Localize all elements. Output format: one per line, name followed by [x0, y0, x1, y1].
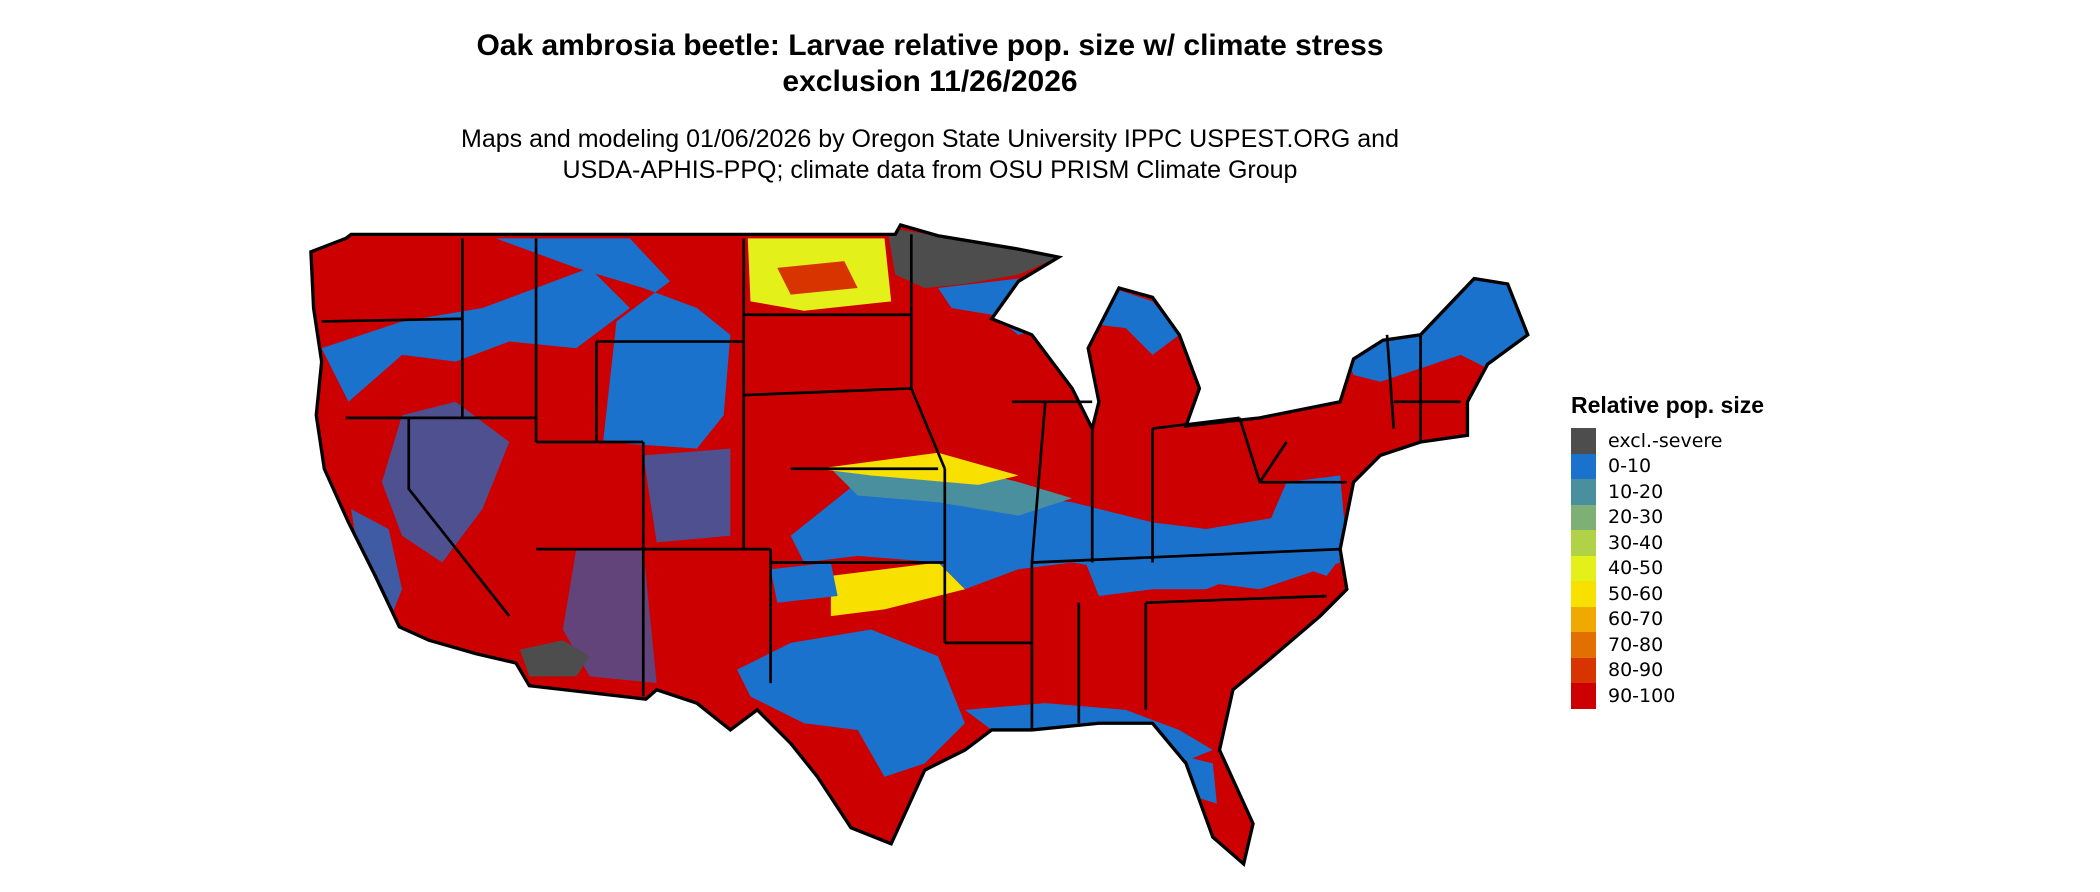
legend-label: 70-80 — [1608, 633, 1664, 656]
legend-swatch — [1571, 479, 1596, 505]
legend-item: 70-80 — [1571, 632, 1764, 658]
region-0-10-california — [351, 508, 403, 623]
region-0-10-appalachian — [1085, 529, 1274, 597]
legend-swatch — [1571, 555, 1596, 581]
region-0-10-northeast — [1340, 274, 1528, 382]
legend-swatch — [1571, 581, 1596, 607]
region-0-10-southwest — [562, 549, 657, 684]
region-50-60-texas-edge — [830, 562, 965, 617]
legend-label: 90-100 — [1608, 684, 1676, 707]
legend: Relative pop. size excl.-severe 0-10 10-20… — [1571, 392, 1764, 709]
region-0-10-great-basin — [381, 401, 510, 563]
title-line-2: exclusion 11/26/2026 — [782, 65, 1078, 98]
legend-item: 90-100 — [1571, 683, 1764, 709]
legend-label: 60-70 — [1608, 608, 1664, 631]
title-line-1: Oak ambrosia beetle: Larvae relative pop… — [476, 29, 1384, 62]
legend-item: 20-30 — [1571, 504, 1764, 530]
legend-items: excl.-severe 0-10 10-20 20-30 30-40 40-50 50-6… — [1571, 428, 1764, 709]
legend-label: 0-10 — [1608, 455, 1652, 478]
legend-swatch — [1571, 657, 1596, 683]
region-80-90-dakota — [777, 261, 858, 295]
legend-item: 0-10 — [1571, 453, 1764, 479]
subtitle-line-1: Maps and modeling 01/06/2026 by Oregon S… — [461, 125, 1399, 153]
legend-swatch — [1571, 606, 1596, 632]
region-0-10-oklahoma — [770, 562, 838, 603]
legend-label: 50-60 — [1608, 582, 1664, 605]
legend-label: excl.-severe — [1608, 429, 1723, 452]
legend-swatch — [1571, 530, 1596, 556]
legend-item: 50-60 — [1571, 581, 1764, 607]
region-0-10-colorado — [643, 448, 731, 543]
legend-item: 60-70 — [1571, 606, 1764, 632]
legend-swatch — [1571, 504, 1596, 530]
map-subtitle: Maps and modeling 01/06/2026 by Oregon S… — [330, 124, 1530, 186]
region-0-10-rockies — [495, 238, 731, 449]
region-excl-severe-minnesota — [887, 227, 1059, 288]
legend-label: 40-50 — [1608, 557, 1664, 580]
legend-item: 40-50 — [1571, 555, 1764, 581]
legend-label: 30-40 — [1608, 531, 1664, 554]
region-excl-severe-arizona — [519, 640, 590, 677]
legend-item: excl.-severe — [1571, 428, 1764, 454]
region-0-10-florida — [1186, 756, 1217, 804]
map-title: Oak ambrosia beetle: Larvae relative pop… — [330, 28, 1530, 100]
legend-label: 20-30 — [1608, 506, 1664, 529]
region-0-10-northwest — [321, 267, 630, 402]
legend-swatch — [1571, 683, 1596, 709]
subtitle-line-2: USDA-APHIS-PPQ; climate data from OSU PR… — [562, 156, 1298, 184]
legend-title: Relative pop. size — [1571, 392, 1765, 418]
legend-item: 30-40 — [1571, 530, 1764, 556]
legend-label: 10-20 — [1608, 480, 1664, 503]
legend-label: 80-90 — [1608, 659, 1664, 682]
legend-item: 80-90 — [1571, 657, 1764, 683]
legend-item: 10-20 — [1571, 479, 1764, 505]
legend-swatch — [1571, 453, 1596, 479]
legend-swatch — [1571, 428, 1596, 454]
state-borders — [321, 234, 1461, 730]
legend-swatch — [1571, 632, 1596, 658]
region-0-10-texas — [737, 629, 965, 777]
